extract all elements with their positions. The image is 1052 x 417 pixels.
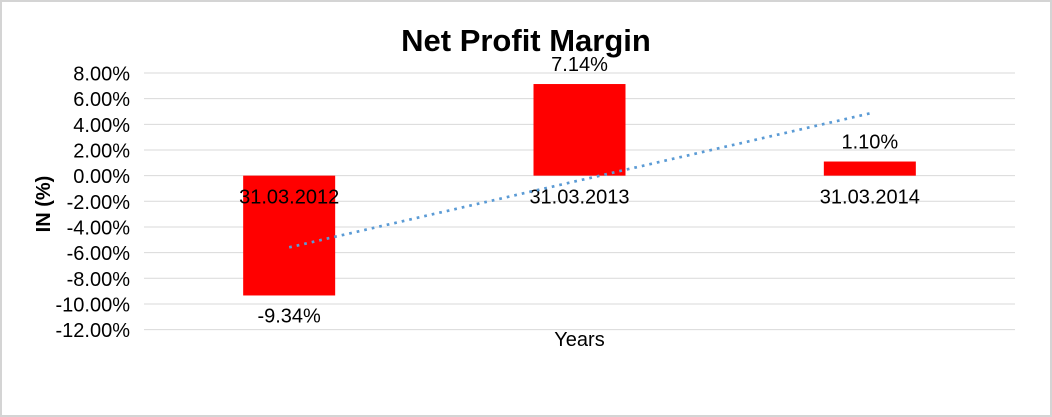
chart-title: Net Profit Margin	[401, 23, 651, 58]
y-tick-label: -4.00%	[67, 217, 131, 239]
category-label: 31.03.2013	[529, 187, 629, 209]
category-label: 31.03.2012	[239, 187, 339, 209]
y-tick-label: -2.00%	[67, 192, 131, 214]
bar-31.03.2012	[243, 175, 336, 296]
data-label: -9.34%	[257, 305, 321, 327]
x-axis-title: Years	[554, 329, 605, 351]
bar-31.03.2013	[533, 84, 626, 176]
y-tick-label: -10.00%	[56, 294, 131, 316]
y-tick-label: 6.00%	[73, 89, 130, 111]
y-tick-label: 4.00%	[73, 115, 130, 137]
category-label: 31.03.2014	[820, 187, 920, 209]
bar-31.03.2014	[823, 161, 916, 176]
y-tick-label: 8.00%	[73, 64, 130, 86]
y-tick-label: -8.00%	[67, 269, 131, 291]
y-tick-label: 0.00%	[73, 166, 130, 188]
data-label: 1.10%	[841, 132, 898, 154]
y-tick-label: -12.00%	[56, 320, 131, 342]
y-tick-label: 2.00%	[73, 140, 130, 162]
y-tick-label: -6.00%	[67, 243, 131, 265]
data-label: 7.14%	[551, 54, 608, 76]
